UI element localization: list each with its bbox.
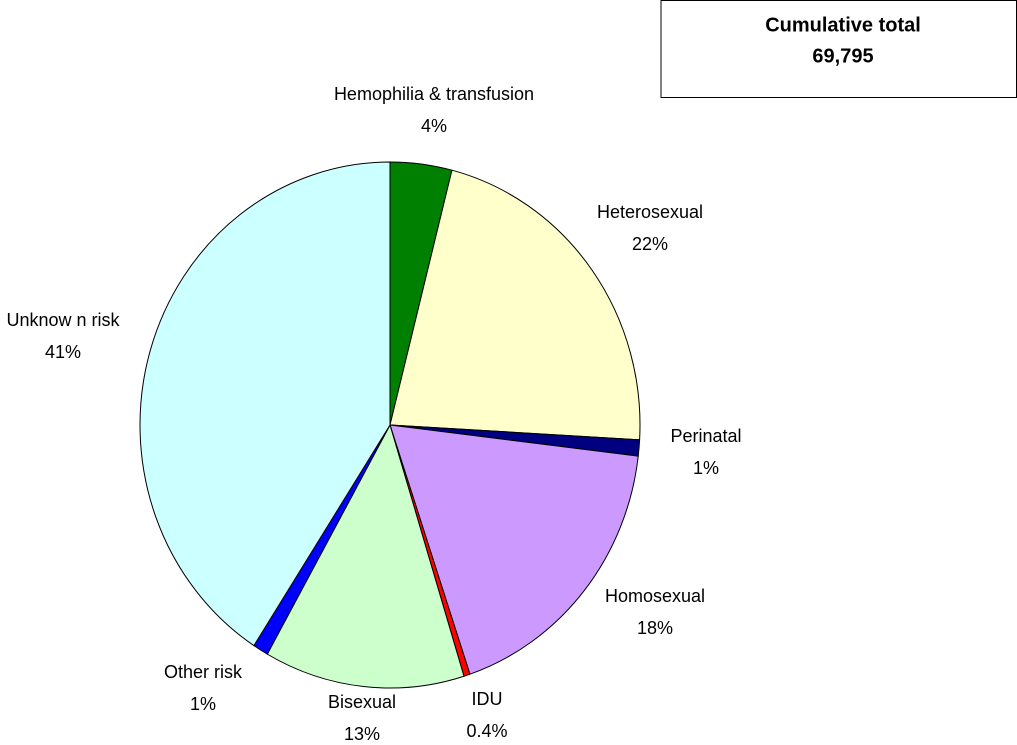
- slice-label: Bisexual: [328, 692, 396, 712]
- slice-label: IDU: [472, 689, 503, 709]
- pie-slice: [139, 161, 391, 647]
- value-label: 1%: [693, 458, 719, 478]
- value-label: 1%: [190, 694, 216, 714]
- value-label: 0.4%: [466, 721, 507, 741]
- slice-label: Other risk: [164, 662, 243, 682]
- value-label: 18%: [637, 618, 673, 638]
- pie-slice: [266, 423, 465, 689]
- annotation-title: Cumulative total: [765, 14, 921, 36]
- value-label: 4%: [421, 116, 447, 136]
- annotation-box: [660, 0, 1017, 98]
- slice-label: Unknow n risk: [6, 310, 120, 330]
- slice-label: Hemophilia & transfusion: [334, 84, 534, 104]
- annotation-value: 69,795: [812, 45, 873, 67]
- value-label: 22%: [632, 234, 668, 254]
- value-label: 41%: [45, 342, 81, 362]
- slice-label: Homosexual: [605, 586, 705, 606]
- slice-label: Perinatal: [670, 426, 741, 446]
- value-label: 13%: [344, 724, 380, 744]
- pie-slice: [389, 169, 641, 441]
- pie-slice: [389, 424, 639, 675]
- slice-label: Heterosexual: [597, 202, 703, 222]
